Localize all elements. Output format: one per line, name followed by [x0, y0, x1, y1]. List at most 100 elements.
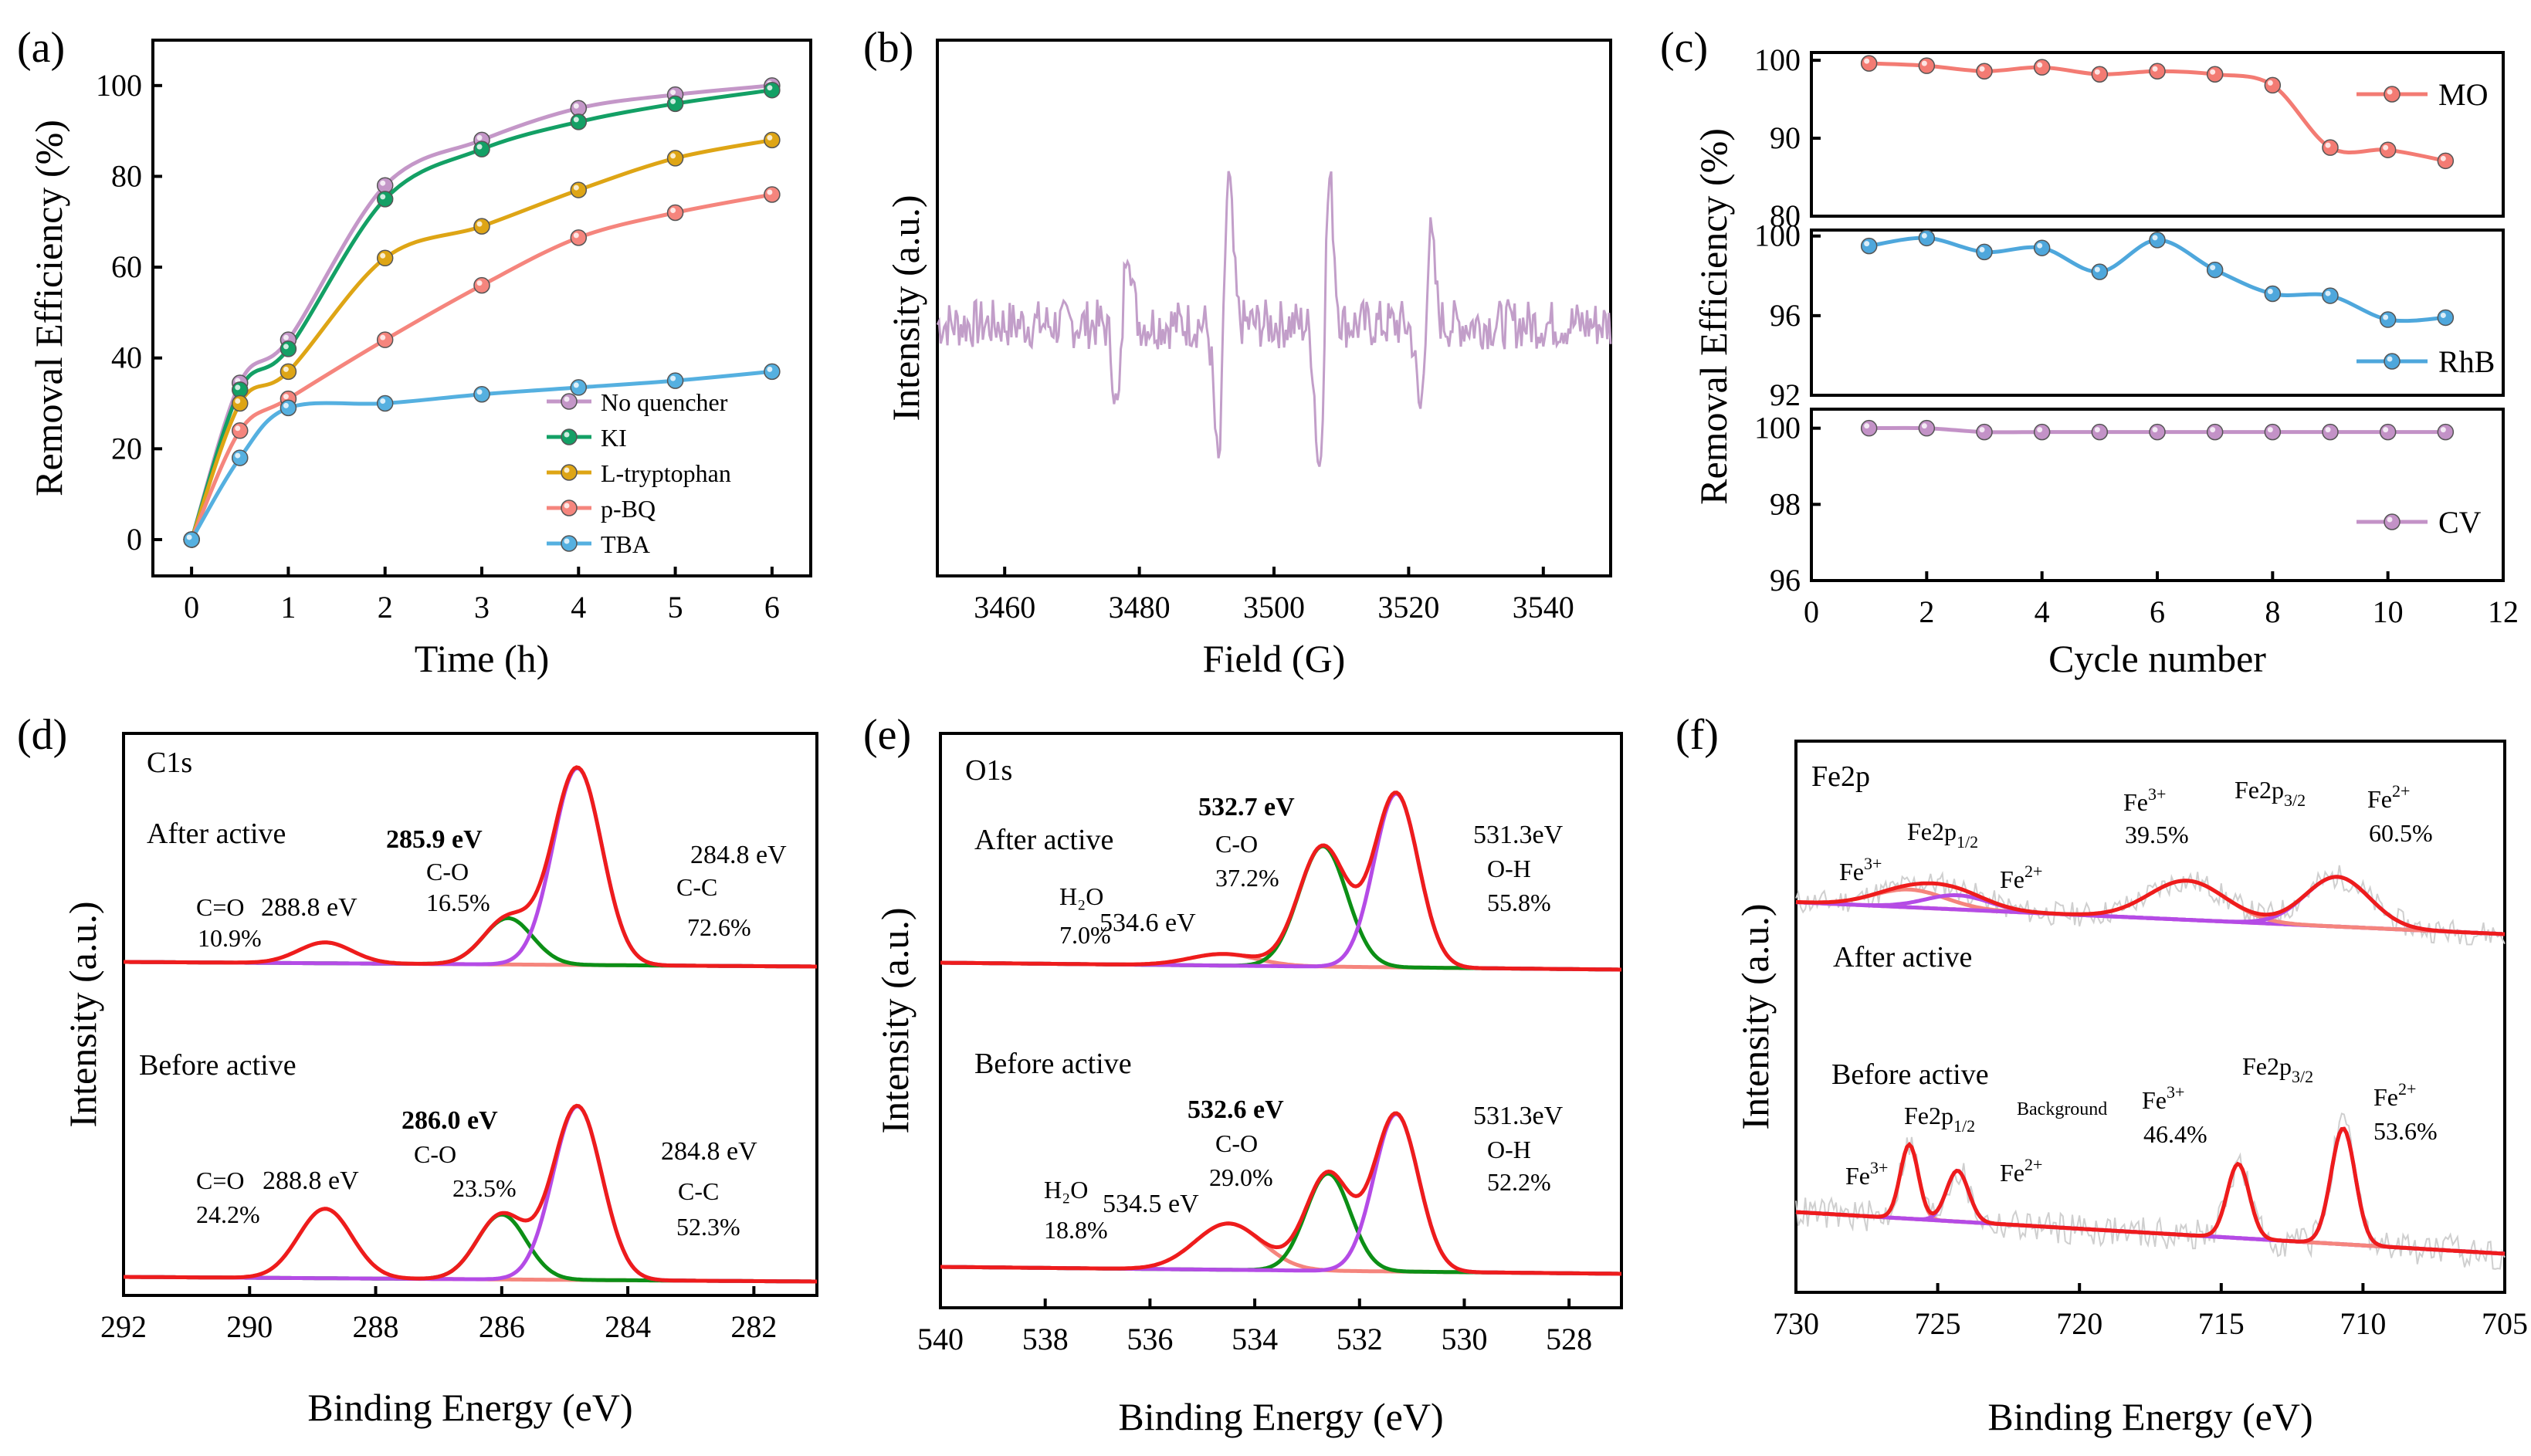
x-axis-b-tick-label: 3480 — [1109, 590, 1171, 625]
x-axis-d-tick-label: 286 — [479, 1309, 525, 1344]
data-point — [376, 191, 394, 208]
data-point-highlight — [476, 134, 483, 141]
y-axis-c-1-tick-label: 92 — [1770, 378, 1801, 412]
data-point — [1976, 63, 1993, 80]
data-point — [1860, 55, 1878, 72]
fe2p12-label-sub: 1/2 — [1953, 1116, 1975, 1136]
peak-name: C-O — [1215, 830, 1258, 858]
legend-marker — [561, 428, 578, 445]
x-axis-label-e: Binding Energy (eV) — [1118, 1395, 1443, 1438]
legend-label: RhB — [2438, 344, 2495, 379]
data-point-highlight — [2210, 69, 2216, 75]
data-point-highlight — [283, 402, 289, 408]
fe2-label-charge: 2+ — [2024, 1155, 2042, 1174]
legend-label: TBA — [601, 530, 650, 558]
fe3-label-charge: 3+ — [1864, 854, 1882, 873]
peak-percent: 16.5% — [426, 889, 490, 916]
data-point — [1976, 423, 1993, 441]
data-point — [764, 186, 781, 203]
data-point — [1860, 419, 1878, 437]
y-axis-label-a: Removal Efficiency (%) — [27, 120, 70, 496]
data-point-highlight — [1921, 232, 1927, 239]
data-point — [2379, 311, 2397, 328]
data-point-highlight — [2440, 155, 2446, 161]
legend-a: No quencher KI L-tryptophan p-BQ TBA — [547, 388, 731, 558]
spectrum-label: Before active — [974, 1048, 1132, 1080]
x-axis-e-tick-label: 532 — [1337, 1322, 1383, 1356]
data-point — [666, 150, 684, 167]
x-axis-d-tick-label: 292 — [100, 1309, 147, 1344]
legend-marker — [2384, 513, 2401, 530]
data-point-highlight — [380, 194, 386, 200]
legend-marker-highlight — [2387, 356, 2393, 362]
data-point-highlight — [2383, 144, 2389, 151]
data-point — [666, 204, 684, 222]
y-axis-a-tick-label: 80 — [111, 158, 142, 193]
plot-frame-f — [1794, 740, 2506, 1294]
data-point-highlight — [2210, 265, 2216, 271]
x-axis-b-tick-label: 3460 — [974, 590, 1035, 625]
fe2-label: Fe2+ — [2373, 1079, 2416, 1111]
peak-energy: 288.8 eV — [261, 893, 357, 922]
x-axis-c-tick-label: 0 — [1804, 594, 1819, 629]
axis-ticks-b: 3460 3480 3500 3520 3540 — [974, 567, 1574, 625]
y-axis-c-1-tick-label: 100 — [1754, 218, 1801, 253]
legend-label: KI — [601, 424, 627, 452]
x-axis-d-tick-label: 290 — [226, 1309, 273, 1344]
fe2p32-label-sub: 3/2 — [2292, 1067, 2313, 1086]
data-point — [2379, 423, 2397, 441]
data-point — [2091, 263, 2109, 280]
peak-percent: 55.8% — [1487, 889, 1551, 916]
x-axis-f-tick-label: 710 — [2340, 1306, 2386, 1341]
envelope-line — [124, 1103, 817, 1284]
x-axis-f-tick-label: 720 — [2056, 1306, 2102, 1341]
legend-marker-highlight — [564, 432, 570, 438]
data-point — [2437, 309, 2455, 327]
legend-marker — [561, 535, 578, 552]
data-point-highlight — [235, 452, 241, 459]
data-point-highlight — [573, 232, 579, 239]
y-axis-a-tick-label: 20 — [111, 431, 142, 466]
xps-curves-e — [940, 791, 1621, 1276]
y-axis-a-tick-label: 60 — [111, 249, 142, 284]
fe2-label: Fe2+ — [2000, 1155, 2042, 1187]
spectrum-title-d: C1s — [147, 747, 192, 779]
data-point-highlight — [767, 134, 773, 141]
legend-marker-highlight — [564, 396, 570, 402]
data-point-highlight — [283, 334, 289, 340]
peak-energy: 285.9 eV — [386, 825, 483, 854]
peak-percent: 10.9% — [198, 924, 262, 952]
data-point-highlight — [476, 389, 483, 395]
data-point-highlight — [476, 280, 483, 286]
fe3-label-charge: 3+ — [1870, 1158, 1888, 1177]
data-point — [570, 181, 588, 198]
legend-marker — [2384, 353, 2401, 370]
data-point — [376, 331, 394, 348]
data-point — [232, 449, 249, 466]
x-axis-b-tick-label: 3500 — [1243, 590, 1305, 625]
data-point-highlight — [573, 382, 579, 388]
peak-labels-f: After active Before active Fe3+ Fe2p1/2 Fe2+… — [1831, 776, 2438, 1190]
legend-marker — [561, 464, 578, 481]
legend-label: L-tryptophan — [601, 459, 731, 487]
x-axis-e-tick-label: 538 — [1022, 1322, 1069, 1356]
data-point — [2264, 76, 2282, 94]
spectrum-label: After active — [974, 824, 1113, 856]
panel-label-d: (d) — [17, 711, 67, 759]
plot-frame-c-rhb — [1810, 229, 2505, 397]
data-point-highlight — [380, 334, 386, 340]
peak-percent: 72.6% — [687, 913, 751, 941]
y-axis-c-2-tick-label: 98 — [1770, 486, 1801, 521]
data-point-highlight — [476, 144, 483, 150]
data-point-highlight — [1979, 66, 1985, 72]
panel-label-e: (e) — [863, 711, 911, 759]
y-axis-c-0-tick-label: 100 — [1754, 42, 1801, 77]
envelope-line — [124, 765, 817, 969]
peak-name: H₂O — [1059, 882, 1103, 910]
legend-marker-highlight — [564, 538, 570, 544]
fe2-label: Fe2+ — [2000, 862, 2042, 893]
legend-marker-highlight — [2387, 516, 2393, 523]
x-axis-d-tick-label: 284 — [605, 1309, 651, 1344]
fe2p32-label-sub: 3/2 — [2284, 791, 2306, 810]
